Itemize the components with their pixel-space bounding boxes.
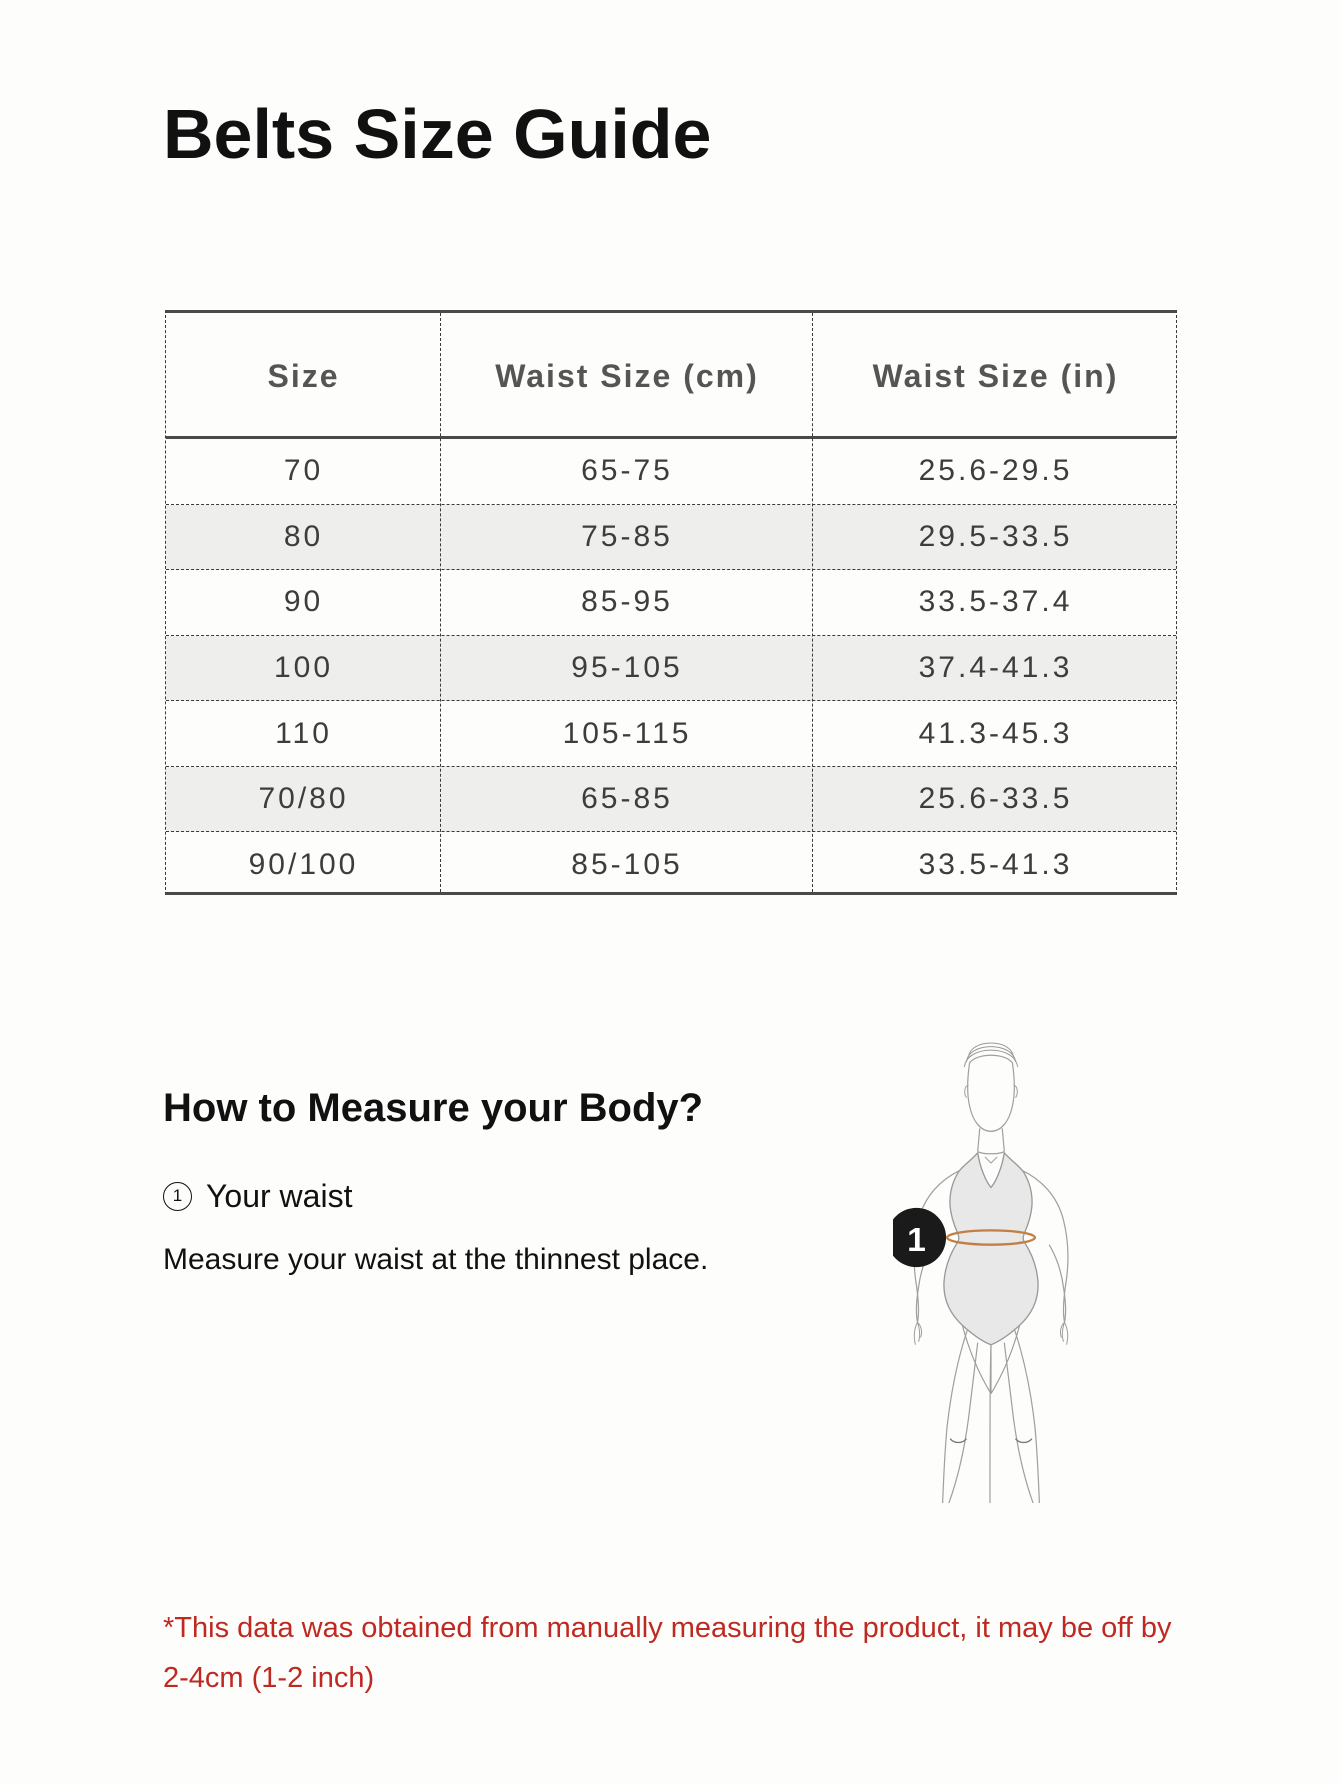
svg-text:1: 1: [907, 1222, 926, 1259]
